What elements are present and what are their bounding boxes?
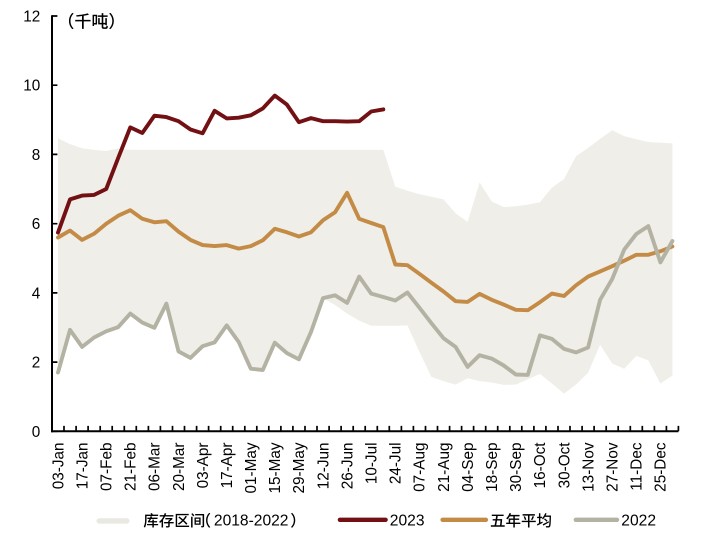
svg-text:17-Jan: 17-Jan <box>74 443 91 490</box>
svg-text:07-Feb: 07-Feb <box>99 443 116 491</box>
svg-text:24-Jul: 24-Jul <box>388 443 405 485</box>
svg-text:8: 8 <box>32 147 41 164</box>
svg-text:21-Aug: 21-Aug <box>436 443 453 492</box>
svg-text:11-Dec: 11-Dec <box>629 442 646 491</box>
svg-text:20-Mar: 20-Mar <box>171 443 188 491</box>
svg-text:03-Apr: 03-Apr <box>195 443 212 489</box>
svg-text:27-Nov: 27-Nov <box>605 442 622 492</box>
svg-text:07-Aug: 07-Aug <box>412 443 429 492</box>
svg-text:30-Oct: 30-Oct <box>556 442 573 489</box>
svg-text:06-Mar: 06-Mar <box>147 443 164 491</box>
svg-text:12: 12 <box>23 9 40 26</box>
svg-text:03-Jan: 03-Jan <box>50 443 67 490</box>
svg-text:21-Feb: 21-Feb <box>123 443 140 491</box>
svg-text:25-Dec: 25-Dec <box>653 442 670 492</box>
svg-text:10: 10 <box>23 78 40 95</box>
svg-text:6: 6 <box>32 216 41 233</box>
svg-text:29-May: 29-May <box>291 442 308 493</box>
svg-text:2018-2022: 2018-2022 <box>214 512 289 529</box>
svg-text:18-Sep: 18-Sep <box>484 443 501 492</box>
svg-text:2022: 2022 <box>621 512 656 529</box>
svg-text:2023: 2023 <box>390 512 425 529</box>
svg-text:01-May: 01-May <box>243 442 260 493</box>
svg-text:04-Sep: 04-Sep <box>460 443 477 492</box>
svg-text:10-Jul: 10-Jul <box>364 443 381 485</box>
svg-text:4: 4 <box>32 285 41 302</box>
svg-text:12-Jun: 12-Jun <box>315 443 332 490</box>
svg-text:2: 2 <box>32 355 41 372</box>
svg-text:15-May: 15-May <box>267 442 284 493</box>
svg-text:0: 0 <box>32 424 41 441</box>
svg-text:26-Jun: 26-Jun <box>339 443 356 490</box>
svg-text:30-Sep: 30-Sep <box>508 443 525 492</box>
svg-text:13-Nov: 13-Nov <box>580 442 597 492</box>
svg-text:17-Apr: 17-Apr <box>219 443 236 489</box>
svg-text:16-Oct: 16-Oct <box>532 442 549 489</box>
